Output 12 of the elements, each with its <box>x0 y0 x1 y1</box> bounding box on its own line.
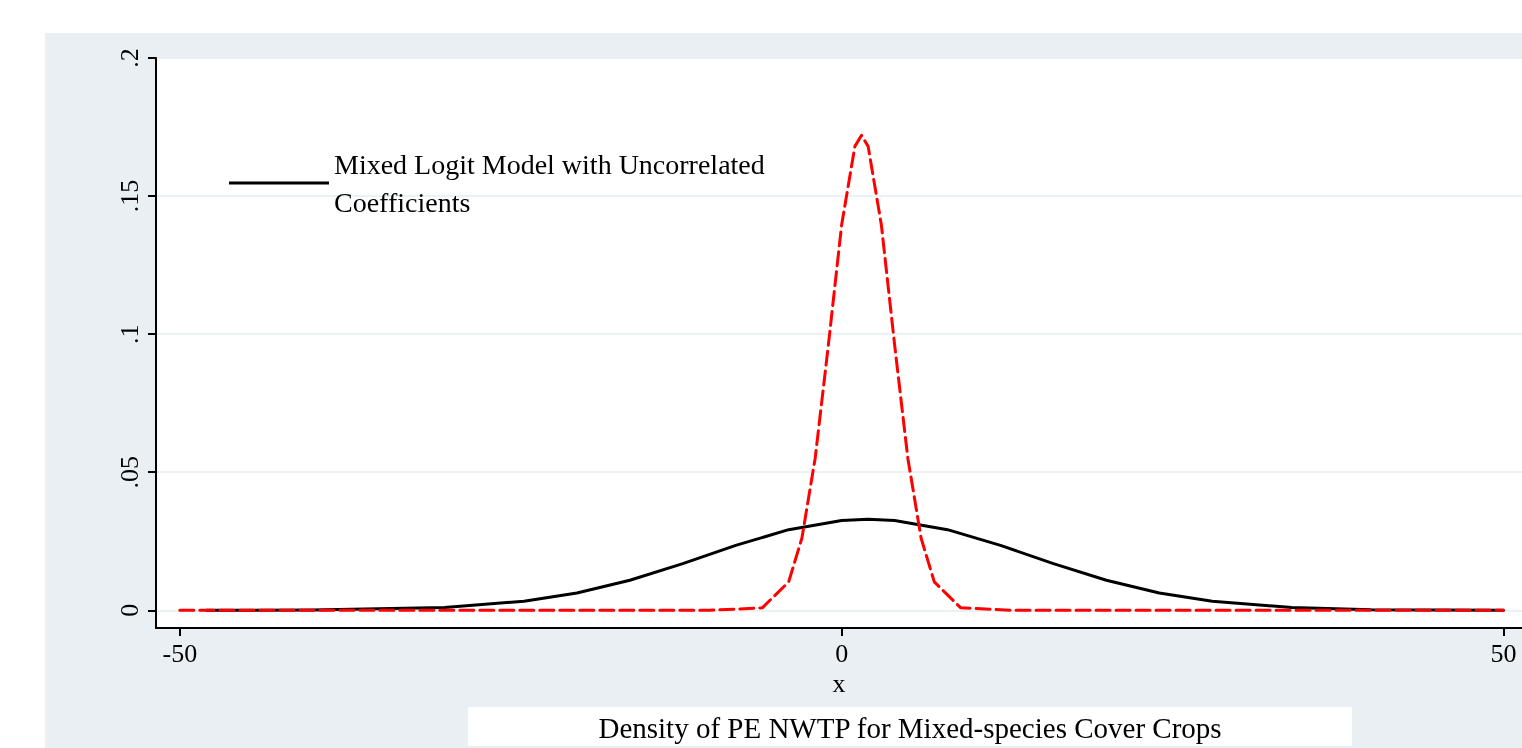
y-tick-label: .2 <box>114 48 144 68</box>
y-tick-label: .15 <box>114 179 144 213</box>
x-axis-title: x <box>832 669 846 699</box>
line-series <box>178 133 1505 612</box>
y-tick-label: .05 <box>114 455 144 489</box>
legend-label: Mixed Logit Model with Uncorrelated Coefficients <box>334 148 772 218</box>
y-tick-label: 0 <box>114 603 144 617</box>
x-tick-label: -50 <box>162 638 198 668</box>
text: Density of PE NWTP for Mixed-species Cover Crops <box>598 711 1222 744</box>
x-tick-label: 50 <box>1490 638 1517 668</box>
y-tick-label: .1 <box>114 324 144 344</box>
x-tick-label: 0 <box>835 638 849 668</box>
